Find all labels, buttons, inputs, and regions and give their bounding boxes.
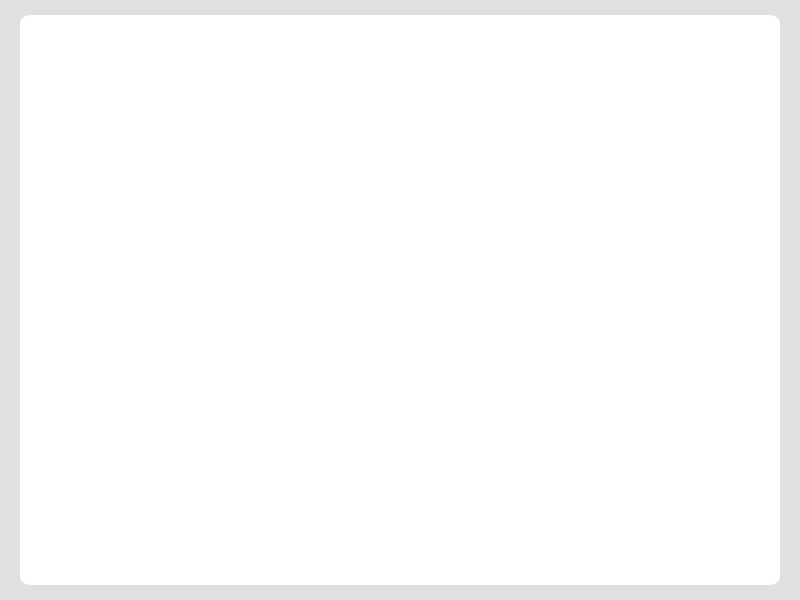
Text: a decimal number: a decimal number: [528, 495, 718, 515]
Text: a positive integer: a positive integer: [535, 345, 718, 365]
Text: a number: a number: [618, 195, 718, 215]
Text: *: *: [49, 60, 61, 80]
Text: The number of iterations run for any loop: The number of iterations run for any loo…: [226, 58, 745, 82]
Text: a integer: a integer: [624, 420, 718, 440]
Text: _____________  by MATLAB is always: _____________ by MATLAB is always: [305, 113, 745, 137]
Text: a negative integer: a negative integer: [526, 270, 718, 290]
